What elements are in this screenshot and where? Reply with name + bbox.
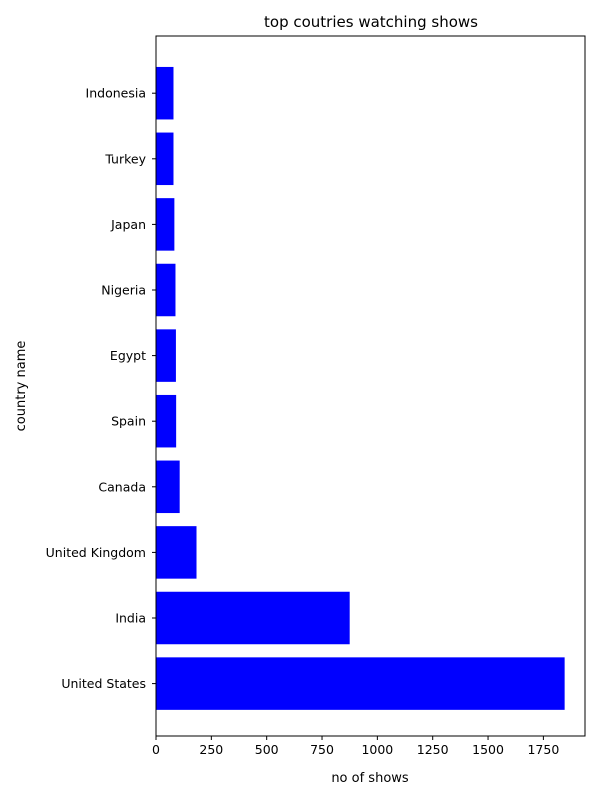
y-tick-label-canada: Canada <box>98 479 146 494</box>
x-tick-label-1500: 1500 <box>472 742 504 757</box>
y-tick-label-nigeria: Nigeria <box>101 283 146 298</box>
x-tick-label-250: 250 <box>199 742 223 757</box>
x-tick-label-1250: 1250 <box>417 742 449 757</box>
y-axis-ticks: United States India United Kingdom Canada Sp… <box>46 86 156 691</box>
bar-japan <box>156 198 175 251</box>
x-tick-label-1750: 1750 <box>527 742 559 757</box>
y-tick-label-indonesia: Indonesia <box>86 86 146 101</box>
x-tick-label-0: 0 <box>152 742 160 757</box>
x-tick-label-1000: 1000 <box>361 742 393 757</box>
bar-united-kingdom <box>156 526 197 579</box>
x-tick-label-750: 750 <box>310 742 334 757</box>
chart-title: top coutries watching shows <box>264 13 478 31</box>
bar-nigeria <box>156 263 176 317</box>
bar-egypt <box>156 329 176 382</box>
bar-spain <box>156 394 177 448</box>
bar-indonesia <box>156 66 174 120</box>
y-tick-label-egypt: Egypt <box>110 348 146 363</box>
y-tick-label-spain: Spain <box>111 414 146 429</box>
bar-turkey <box>156 132 174 186</box>
y-axis-label: country name <box>14 341 29 432</box>
y-tick-label-japan: Japan <box>110 217 146 232</box>
y-tick-label-turkey: Turkey <box>104 151 146 166</box>
bar-united-states <box>156 657 565 710</box>
y-tick-label-united-states: United States <box>61 676 146 691</box>
y-tick-label-india: India <box>115 611 146 626</box>
bar-india <box>156 591 350 645</box>
x-axis-ticks: 0 250 500 750 1000 1250 1500 1750 <box>152 736 559 757</box>
bar-canada <box>156 460 180 514</box>
y-tick-label-united-kingdom: United Kingdom <box>46 545 146 560</box>
x-tick-label-500: 500 <box>255 742 279 757</box>
bars-group <box>156 66 565 710</box>
x-axis-label: no of shows <box>331 771 409 786</box>
plot-frame <box>155 35 586 737</box>
